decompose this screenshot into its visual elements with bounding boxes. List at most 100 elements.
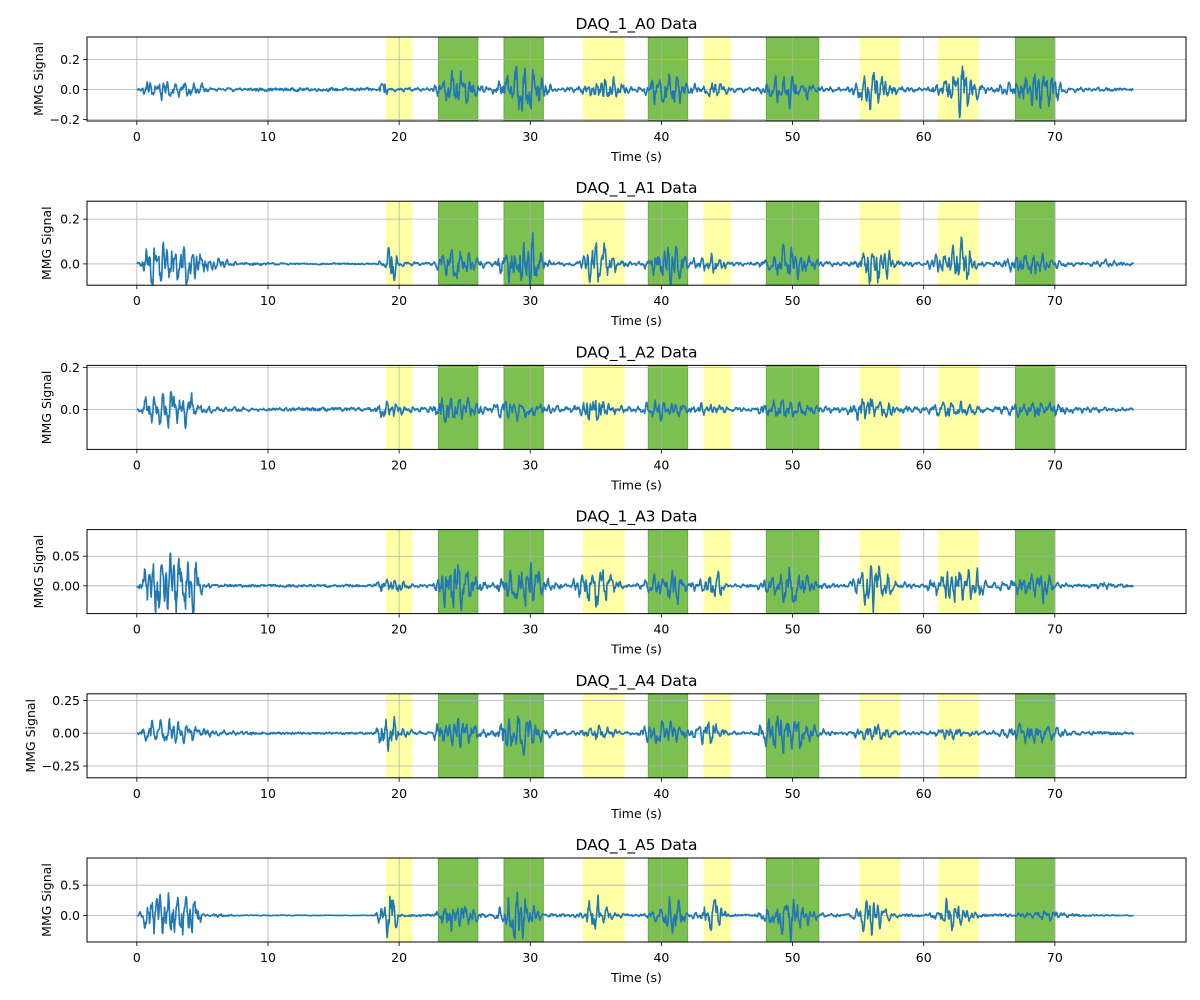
subplot-3: 0 10 20 30 40 50 60 70 0.00 0.05 DAQ_1_A3 Data Time… bbox=[31, 508, 1187, 657]
y-tick-label-0: 0.0 bbox=[60, 256, 80, 271]
x-axis-label: Time (s) bbox=[610, 642, 662, 657]
panel-title: DAQ_1_A1 Data bbox=[576, 179, 698, 198]
yellow-band-2 bbox=[703, 858, 731, 942]
axes-frame bbox=[86, 529, 1187, 615]
x-tick-label-2: 20 bbox=[391, 129, 407, 144]
x-tick-label-1: 10 bbox=[260, 622, 276, 637]
panel-title: DAQ_1_A5 Data bbox=[576, 836, 698, 855]
axes-frame bbox=[86, 693, 1187, 779]
axes-frame bbox=[86, 364, 1187, 450]
signal-line bbox=[136, 891, 1134, 943]
y-tick-label-2: 0.2 bbox=[60, 52, 80, 67]
yellow-band-3 bbox=[859, 37, 901, 121]
x-tick-label-4: 40 bbox=[653, 622, 669, 637]
y-tick-label-1: 0.0 bbox=[60, 82, 80, 97]
x-tick-label-6: 60 bbox=[916, 457, 932, 472]
x-tick-label-0: 0 bbox=[133, 622, 141, 637]
yellow-band-4 bbox=[938, 858, 979, 942]
x-axis-label: Time (s) bbox=[610, 149, 662, 164]
green-band-4 bbox=[1015, 857, 1056, 943]
yellow-band-2 bbox=[703, 529, 731, 614]
yellow-band-2 bbox=[703, 693, 731, 778]
x-tick-label-0: 0 bbox=[133, 457, 141, 472]
axes-frame bbox=[86, 200, 1187, 286]
green-band-0 bbox=[437, 200, 479, 286]
subplot-4: 0 10 20 30 40 50 60 70 −0.25 0.00 0.25 DAQ_1_A4 Dat… bbox=[23, 672, 1187, 821]
yellow-band-1 bbox=[582, 37, 625, 121]
plot-area bbox=[87, 858, 1186, 942]
x-tick-label-7: 70 bbox=[1047, 950, 1063, 965]
y-axis-label: MMG Signal bbox=[39, 371, 54, 445]
x-tick-label-4: 40 bbox=[653, 129, 669, 144]
x-tick-label-0: 0 bbox=[133, 129, 141, 144]
subplot-5: 0 10 20 30 40 50 60 70 0.0 0.5 DAQ_1_A5 Data Time (… bbox=[39, 836, 1187, 985]
x-tick-label-2: 20 bbox=[391, 622, 407, 637]
panel-title: DAQ_1_A2 Data bbox=[576, 343, 698, 362]
x-tick-label-1: 10 bbox=[260, 293, 276, 308]
x-tick-label-2: 20 bbox=[391, 293, 407, 308]
y-tick-label-0: 0.0 bbox=[60, 402, 80, 417]
y-axis-label: MMG Signal bbox=[39, 206, 54, 280]
yellow-band-2 bbox=[703, 201, 731, 286]
green-band-4 bbox=[1015, 529, 1056, 615]
y-tick-label-1: 0.5 bbox=[60, 878, 80, 893]
x-tick-label-2: 20 bbox=[391, 457, 407, 472]
axes-frame bbox=[86, 36, 1187, 122]
panel-title: DAQ_1_A0 Data bbox=[576, 15, 698, 34]
y-tick-label-0: −0.2 bbox=[50, 112, 80, 127]
x-tick-label-7: 70 bbox=[1047, 622, 1063, 637]
plot-area bbox=[87, 529, 1186, 614]
signal-line bbox=[136, 715, 1135, 756]
x-tick-label-1: 10 bbox=[260, 457, 276, 472]
x-tick-label-5: 50 bbox=[785, 622, 801, 637]
yellow-band-4 bbox=[938, 529, 979, 614]
green-band-1 bbox=[503, 36, 544, 122]
x-tick-label-0: 0 bbox=[133, 950, 141, 965]
x-tick-label-0: 0 bbox=[133, 293, 141, 308]
x-axis-label: Time (s) bbox=[610, 477, 662, 492]
x-tick-label-7: 70 bbox=[1047, 457, 1063, 472]
x-tick-label-5: 50 bbox=[785, 129, 801, 144]
y-axis-label: MMG Signal bbox=[39, 863, 54, 937]
plot-area bbox=[87, 693, 1186, 778]
green-band-4 bbox=[1015, 364, 1056, 450]
plot-area bbox=[87, 37, 1186, 121]
green-band-2 bbox=[647, 857, 689, 943]
x-axis-label: Time (s) bbox=[610, 806, 662, 821]
y-tick-label-2: 0.25 bbox=[52, 693, 80, 708]
y-axis-label: MMG Signal bbox=[31, 42, 46, 116]
x-tick-label-7: 70 bbox=[1047, 129, 1063, 144]
x-tick-label-3: 30 bbox=[522, 950, 538, 965]
subplot-2: 0 10 20 30 40 50 60 70 0.0 0.2 DAQ_1_A2 Data Time (… bbox=[39, 343, 1187, 492]
x-tick-label-5: 50 bbox=[785, 786, 801, 801]
x-tick-label-4: 40 bbox=[653, 457, 669, 472]
y-tick-label-1: 0.2 bbox=[60, 360, 80, 375]
x-tick-label-3: 30 bbox=[522, 293, 538, 308]
x-tick-label-1: 10 bbox=[260, 950, 276, 965]
x-tick-label-3: 30 bbox=[522, 786, 538, 801]
x-tick-label-3: 30 bbox=[522, 622, 538, 637]
y-tick-label-1: 0.05 bbox=[52, 549, 80, 564]
x-tick-label-4: 40 bbox=[653, 786, 669, 801]
x-tick-label-4: 40 bbox=[653, 950, 669, 965]
axes-frame bbox=[86, 857, 1187, 943]
plot-area bbox=[87, 365, 1186, 450]
x-tick-label-2: 20 bbox=[391, 786, 407, 801]
yellow-band-2 bbox=[703, 37, 731, 121]
x-tick-label-6: 60 bbox=[916, 786, 932, 801]
y-axis-label: MMG Signal bbox=[23, 699, 38, 773]
y-tick-label-0: −0.25 bbox=[42, 758, 80, 773]
subplot-1: 0 10 20 30 40 50 60 70 0.0 0.2 DAQ_1_A1 Data Time (… bbox=[39, 179, 1187, 328]
y-tick-label-1: 0.00 bbox=[52, 726, 80, 741]
x-tick-label-2: 20 bbox=[391, 950, 407, 965]
green-band-0 bbox=[437, 36, 479, 122]
x-tick-label-6: 60 bbox=[916, 622, 932, 637]
panel-title: DAQ_1_A4 Data bbox=[576, 672, 698, 691]
signal-line bbox=[136, 390, 1135, 430]
y-tick-label-0: 0.0 bbox=[60, 908, 80, 923]
x-tick-label-6: 60 bbox=[916, 950, 932, 965]
subplot-0: 0 10 20 30 40 50 60 70 −0.2 0.0 0.2 DAQ_1_A0 Data Ti… bbox=[31, 15, 1187, 164]
x-tick-label-7: 70 bbox=[1047, 293, 1063, 308]
x-tick-label-3: 30 bbox=[522, 457, 538, 472]
